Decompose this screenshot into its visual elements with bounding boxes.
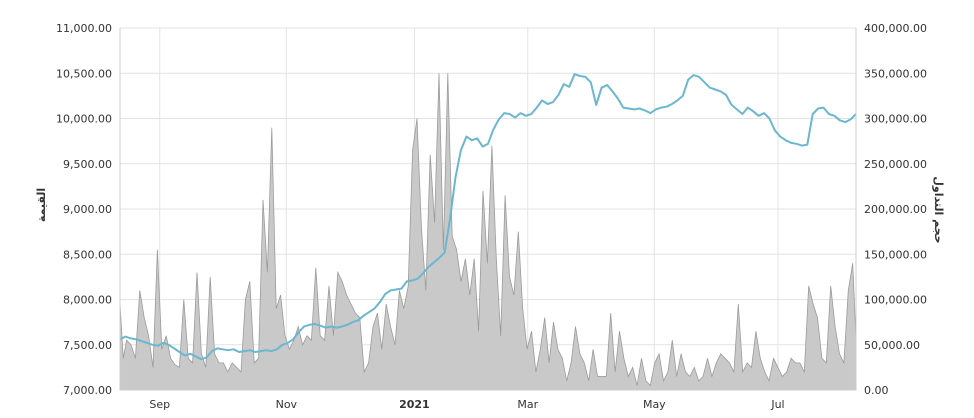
y-left-axis-title: القيمة <box>35 188 48 222</box>
y-right-axis: 0.00 50,000.00 100,000.00 150,000.00 200,000… <box>864 22 927 397</box>
x-tick-label: Jul <box>770 398 784 411</box>
y-left-axis: 7,000.00 7,500.00 8,000.00 8,500.00 9,000.00… <box>56 22 112 397</box>
y-left-tick-label: 8,000.00 <box>63 294 112 307</box>
y-left-tick-label: 8,500.00 <box>63 248 112 261</box>
x-axis: Sep Nov 2021 Mar May Jul <box>149 398 784 411</box>
y-left-tick-label: 9,500.00 <box>63 158 112 171</box>
y-right-tick-label: 350,000.00 <box>864 67 927 80</box>
y-right-tick-label: 100,000.00 <box>864 294 927 307</box>
y-right-tick-label: 250,000.00 <box>864 158 927 171</box>
y-right-tick-label: 200,000.00 <box>864 203 927 216</box>
y-left-tick-label: 10,000.00 <box>56 113 112 126</box>
x-tick-label: Sep <box>149 398 170 411</box>
y-right-tick-label: 0.00 <box>864 384 889 397</box>
y-right-tick-label: 150,000.00 <box>864 248 927 261</box>
x-tick-label: May <box>643 398 666 411</box>
y-right-tick-label: 50,000.00 <box>864 339 920 352</box>
volume-area <box>119 73 857 391</box>
y-left-tick-label: 11,000.00 <box>56 22 112 35</box>
volume-area-layer <box>119 73 857 391</box>
y-right-tick-label: 400,000.00 <box>864 22 927 35</box>
y-left-tick-label: 9,000.00 <box>63 203 112 216</box>
y-right-axis-title: حجم التداول <box>932 176 945 243</box>
x-tick-label: 2021 <box>399 398 430 411</box>
grid <box>120 27 856 391</box>
x-tick-label: Nov <box>276 398 298 411</box>
axes <box>119 28 857 391</box>
y-left-tick-label: 10,500.00 <box>56 67 112 80</box>
price-line <box>119 73 857 361</box>
y-left-tick-label: 7,500.00 <box>63 339 112 352</box>
price-line-layer <box>119 73 857 361</box>
y-left-tick-label: 7,000.00 <box>63 384 112 397</box>
y-right-tick-label: 300,000.00 <box>864 113 927 126</box>
x-tick-label: Mar <box>517 398 538 411</box>
